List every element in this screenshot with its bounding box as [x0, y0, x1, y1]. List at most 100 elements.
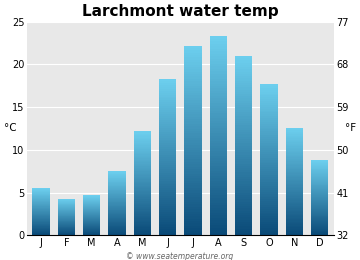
Bar — [184, 100, 202, 102]
Bar — [210, 203, 227, 205]
Bar — [210, 91, 227, 93]
Bar — [260, 118, 278, 120]
Bar — [286, 133, 303, 134]
Bar — [184, 221, 202, 223]
Bar — [108, 203, 126, 204]
Bar — [235, 211, 252, 213]
Bar — [184, 197, 202, 200]
Bar — [210, 121, 227, 123]
Bar — [32, 192, 50, 193]
Bar — [311, 202, 328, 203]
Bar — [134, 234, 151, 235]
Bar — [108, 192, 126, 193]
Bar — [235, 197, 252, 199]
Bar — [159, 161, 176, 163]
Bar — [311, 224, 328, 225]
Bar — [235, 74, 252, 76]
Bar — [159, 118, 176, 120]
Bar — [159, 222, 176, 224]
Bar — [286, 227, 303, 229]
Bar — [108, 208, 126, 209]
Bar — [286, 146, 303, 148]
Bar — [184, 69, 202, 72]
Bar — [108, 189, 126, 190]
Bar — [83, 196, 100, 197]
Bar — [235, 195, 252, 197]
Bar — [260, 233, 278, 235]
Bar — [286, 187, 303, 188]
Bar — [108, 211, 126, 212]
Bar — [159, 184, 176, 186]
Bar — [108, 186, 126, 187]
Bar — [286, 128, 303, 129]
Bar — [311, 170, 328, 171]
Bar — [32, 199, 50, 200]
Bar — [311, 165, 328, 166]
Bar — [108, 213, 126, 214]
Bar — [108, 188, 126, 189]
Bar — [134, 132, 151, 134]
Bar — [235, 78, 252, 81]
Bar — [235, 141, 252, 143]
Bar — [311, 227, 328, 228]
Bar — [108, 227, 126, 228]
Bar — [159, 99, 176, 100]
Bar — [134, 183, 151, 184]
Bar — [83, 219, 100, 220]
Bar — [134, 158, 151, 160]
Bar — [159, 145, 176, 147]
Bar — [260, 94, 278, 95]
Bar — [83, 229, 100, 230]
Bar — [83, 195, 100, 196]
Bar — [210, 168, 227, 171]
Bar — [134, 202, 151, 203]
Bar — [159, 202, 176, 204]
Bar — [311, 164, 328, 165]
Bar — [311, 175, 328, 176]
Y-axis label: °F: °F — [345, 124, 356, 133]
Bar — [260, 171, 278, 173]
Bar — [235, 121, 252, 123]
Bar — [311, 229, 328, 230]
Bar — [159, 186, 176, 188]
Bar — [134, 180, 151, 182]
Bar — [210, 44, 227, 46]
Bar — [134, 151, 151, 152]
Bar — [159, 175, 176, 177]
Bar — [210, 156, 227, 158]
Bar — [159, 81, 176, 83]
Bar — [286, 177, 303, 179]
Bar — [311, 188, 328, 189]
Bar — [184, 143, 202, 145]
Bar — [311, 162, 328, 163]
Bar — [159, 180, 176, 183]
Bar — [286, 144, 303, 145]
Bar — [184, 126, 202, 129]
Bar — [210, 143, 227, 146]
Bar — [260, 99, 278, 101]
Bar — [184, 190, 202, 193]
Bar — [108, 209, 126, 210]
Bar — [286, 229, 303, 230]
Bar — [311, 163, 328, 164]
Bar — [184, 157, 202, 159]
Bar — [235, 229, 252, 231]
Bar — [260, 209, 278, 211]
Bar — [235, 186, 252, 188]
Bar — [159, 165, 176, 167]
Bar — [134, 164, 151, 165]
Bar — [286, 195, 303, 196]
Bar — [260, 228, 278, 230]
Bar — [210, 36, 227, 39]
Bar — [311, 193, 328, 194]
Bar — [286, 167, 303, 168]
Bar — [184, 64, 202, 67]
Bar — [184, 46, 202, 48]
Bar — [311, 197, 328, 198]
Bar — [235, 222, 252, 224]
Bar — [108, 226, 126, 227]
Bar — [184, 79, 202, 81]
Bar — [32, 202, 50, 203]
Bar — [134, 198, 151, 199]
Bar — [134, 157, 151, 158]
